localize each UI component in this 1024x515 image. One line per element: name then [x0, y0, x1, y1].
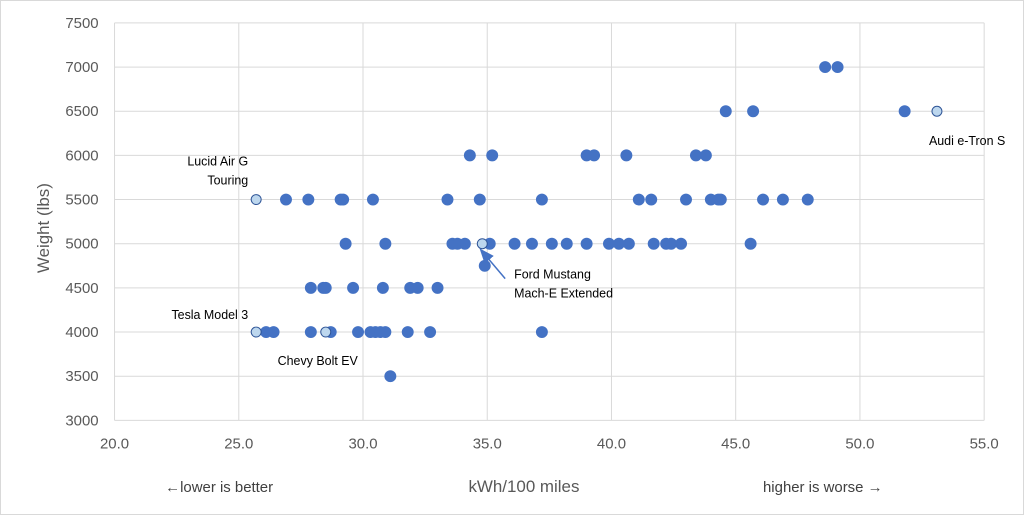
- y-tick-label: 5500: [65, 192, 98, 209]
- data-point: [431, 281, 444, 294]
- data-point: [622, 237, 635, 250]
- data-point: [680, 193, 692, 206]
- x-tick-label: 40.0: [597, 435, 626, 452]
- data-point: [339, 237, 352, 250]
- data-point: [665, 237, 678, 250]
- data-point: [352, 326, 365, 339]
- data-point: [675, 237, 688, 250]
- data-point: [898, 105, 911, 118]
- x-tick-label: 55.0: [970, 435, 999, 452]
- data-point: [337, 193, 350, 206]
- data-point: [535, 326, 548, 339]
- data-point: [401, 326, 414, 339]
- data-point: [379, 326, 392, 339]
- y-axis-title: Weight (lbs): [34, 183, 53, 273]
- data-point: [478, 259, 491, 272]
- data-point: [757, 193, 770, 206]
- data-point: [699, 149, 712, 162]
- data-point: [620, 149, 633, 162]
- y-tick-label: 6000: [65, 147, 98, 164]
- higher-is-worse-note: higher is worse →: [763, 479, 883, 496]
- data-point: [424, 326, 437, 339]
- data-point: [719, 105, 732, 118]
- data-point: [580, 237, 593, 250]
- annotation-label: Lucid Air G: [187, 155, 248, 169]
- annotation-label: Touring: [207, 174, 248, 188]
- y-tick-label: 6500: [65, 103, 98, 120]
- highlighted-data-point: [931, 105, 943, 117]
- data-point: [632, 193, 645, 206]
- data-point: [304, 326, 317, 339]
- data-point: [819, 61, 832, 74]
- data-point: [776, 193, 789, 206]
- highlighted-data-point: [476, 238, 488, 250]
- x-tick-label: 35.0: [473, 435, 502, 452]
- highlighted-data-point: [250, 326, 262, 338]
- y-tick-label: 4000: [65, 324, 98, 341]
- data-point: [714, 193, 727, 206]
- data-point: [525, 237, 538, 250]
- data-point: [304, 281, 317, 294]
- data-point: [379, 237, 392, 250]
- y-tick-label: 3000: [65, 412, 98, 429]
- data-point: [486, 149, 499, 162]
- data-point: [612, 237, 625, 250]
- x-tick-label: 50.0: [845, 435, 874, 452]
- gridlines: [114, 22, 985, 421]
- highlighted-data-point: [320, 326, 332, 338]
- data-point: [473, 193, 486, 206]
- data-point: [535, 193, 548, 206]
- data-point: [647, 237, 660, 250]
- data-point: [347, 281, 360, 294]
- data-point: [302, 193, 315, 206]
- data-point: [319, 281, 332, 294]
- data-point: [411, 281, 424, 294]
- y-tick-label: 7000: [65, 59, 98, 76]
- data-point: [280, 193, 292, 206]
- data-point: [508, 237, 521, 250]
- x-tick-label: 30.0: [348, 435, 377, 452]
- annotation-arrow: [479, 248, 506, 280]
- data-point: [747, 105, 760, 118]
- data-point: [560, 237, 573, 250]
- x-tick-label: 25.0: [224, 435, 253, 452]
- data-point: [801, 193, 814, 206]
- annotation-label: Tesla Model 3: [171, 308, 248, 322]
- data-point: [366, 193, 379, 206]
- x-axis-title: kWh/100 miles: [468, 477, 579, 496]
- data-point: [689, 149, 702, 162]
- data-points: [250, 61, 943, 383]
- annotations: Lucid Air G Touring Tesla Model 3 Chevy Bol…: [171, 134, 1005, 368]
- annotation-label: Ford Mustang: [514, 268, 591, 282]
- y-tick-label: 7500: [65, 15, 98, 32]
- data-point: [603, 237, 615, 250]
- data-point: [376, 281, 389, 294]
- data-point: [831, 61, 844, 74]
- data-point: [384, 370, 397, 383]
- data-point: [463, 149, 476, 162]
- annotation-label: Audi e-Tron S: [929, 134, 1005, 148]
- data-point: [458, 237, 471, 250]
- highlighted-data-point: [250, 194, 262, 206]
- x-tick-label: 20.0: [100, 435, 129, 452]
- annotation-label: Chevy Bolt EV: [278, 354, 359, 368]
- data-point: [267, 326, 280, 339]
- data-point: [645, 193, 658, 206]
- data-point: [744, 237, 757, 250]
- annotation-label: Mach-E Extended: [514, 287, 613, 301]
- y-tick-label: 3500: [65, 368, 98, 385]
- data-point: [441, 193, 454, 206]
- tick-labels: 20.0 25.0 30.0 35.0 40.0 45.0 50.0 55.0 3000 3500…: [65, 15, 998, 452]
- y-tick-label: 5000: [65, 236, 98, 253]
- data-point: [588, 149, 601, 162]
- y-tick-label: 4500: [65, 280, 98, 297]
- lower-is-better-note: ←lower is better: [165, 479, 273, 496]
- data-point: [545, 237, 558, 250]
- x-tick-label: 45.0: [721, 435, 750, 452]
